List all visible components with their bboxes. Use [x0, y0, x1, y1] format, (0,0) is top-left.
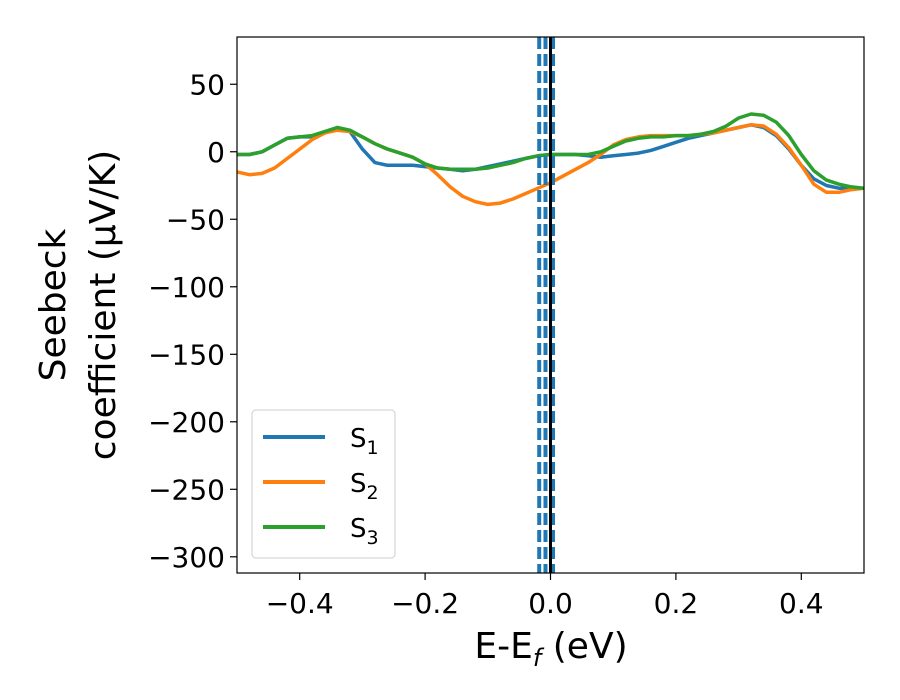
x-axis-ticks: −0.4 −0.2 0.0 0.2 0.4 [266, 573, 824, 620]
y-tick-label: −150 [148, 338, 225, 371]
plot-frame [236, 36, 865, 574]
legend-label-s2: S2 [350, 469, 379, 504]
y-tick-label: −100 [148, 271, 225, 304]
legend: S1 S2 S3 [251, 409, 396, 559]
x-tick-label: −0.2 [391, 587, 459, 620]
y-axis-ticks: 50 0 −50 −100 −150 −200 −250 −300 [148, 68, 237, 574]
y-tick-label: −300 [148, 541, 225, 574]
legend-label-s1: S1 [350, 424, 379, 459]
y-tick-label: −200 [148, 406, 225, 439]
y-tick-label: 50 [189, 68, 225, 101]
x-tick-label: 0.4 [779, 587, 824, 620]
y-axis-title-line2: coefficient (μV/K) [83, 150, 124, 460]
x-tick-label: 0.2 [654, 587, 699, 620]
y-tick-label: −250 [148, 473, 225, 506]
y-tick-label: −50 [166, 203, 225, 236]
y-axis-title-line1: Seebeck [33, 228, 74, 381]
x-axis-title: E-Ef (eV) [474, 626, 627, 672]
x-tick-label: −0.4 [266, 587, 334, 620]
plot-area [237, 37, 864, 573]
legend-label-s3: S3 [350, 514, 379, 549]
x-tick-label: 0.0 [528, 587, 573, 620]
y-tick-label: 0 [207, 136, 225, 169]
y-axis-title: Seebeck coefficient (μV/K) [33, 150, 124, 460]
